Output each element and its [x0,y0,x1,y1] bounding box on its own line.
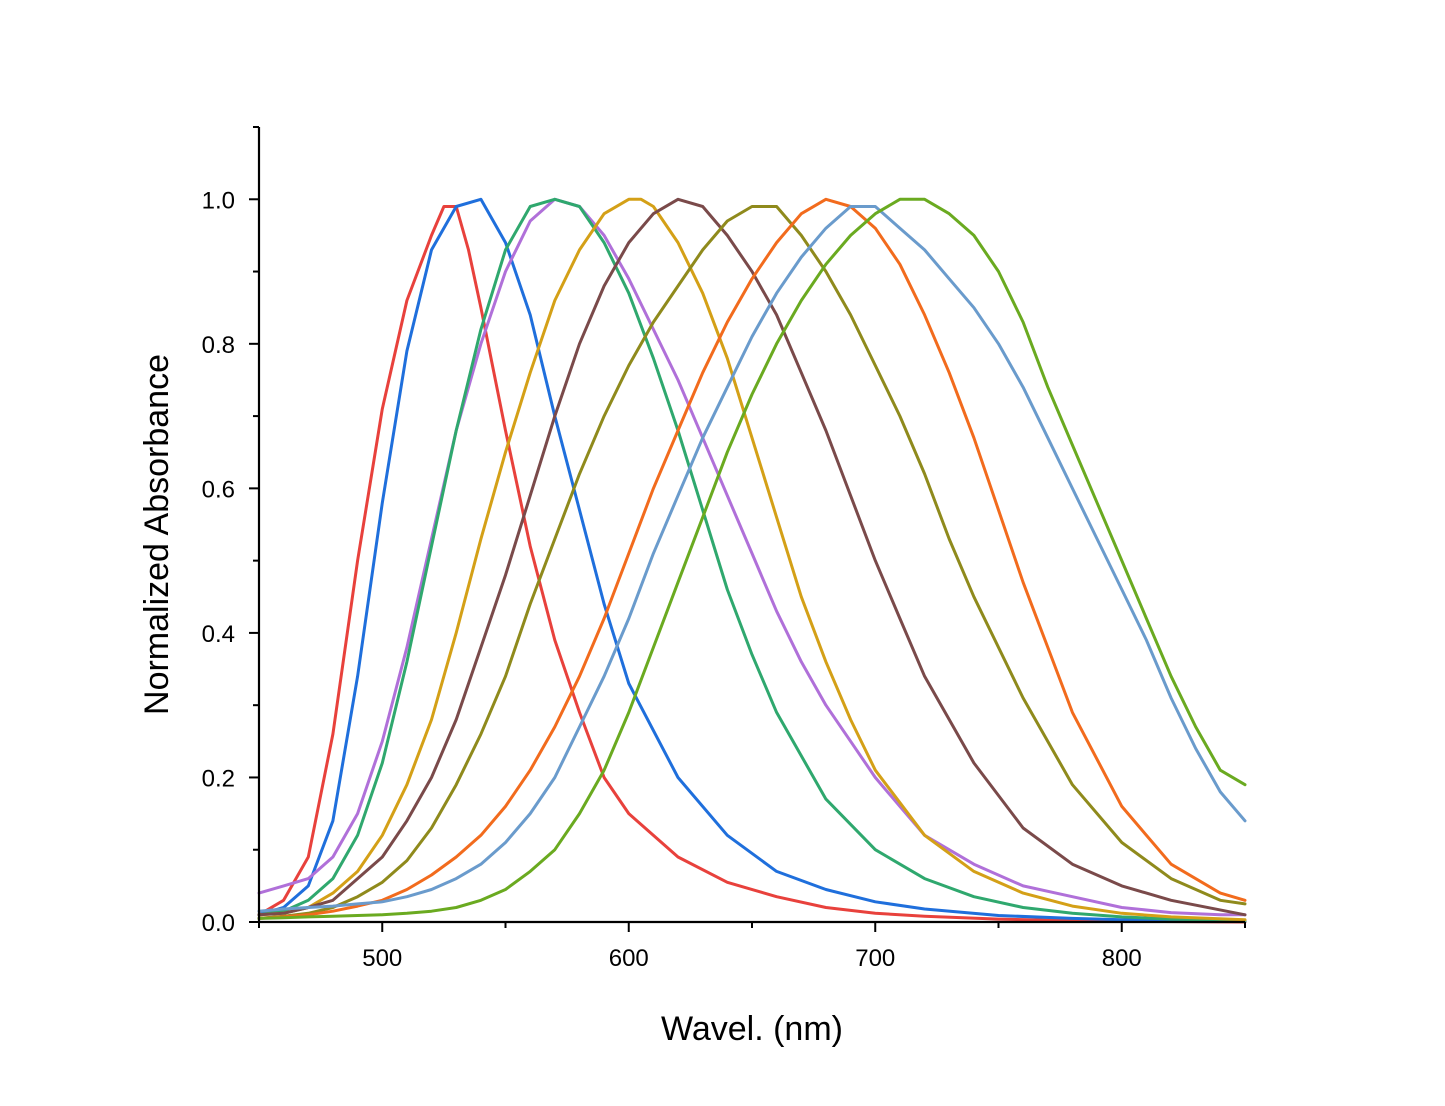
y-tick-label-0.0: 0.0 [202,910,235,937]
y-tick-label-0.8: 0.8 [202,332,235,359]
y-tick-label-0.4: 0.4 [202,621,235,648]
x-tick-label-500: 500 [362,945,402,972]
y-tick-label-0.6: 0.6 [202,476,235,503]
y-tick-label-0.2: 0.2 [202,765,235,792]
x-tick-label-700: 700 [855,945,895,972]
x-axis-title: Wavel. (nm) [661,1010,843,1048]
series-line-8 [257,197,1247,920]
series-line-4 [257,197,1247,923]
series-layer [257,197,1247,924]
ticks-layer: 500 600 700 800 0.0 0.2 0.4 0.6 0.8 1.0 [202,126,1246,972]
series-line-6 [257,197,1247,917]
y-axis-title: Normalized Absorbance [138,354,176,715]
series-line-9 [257,205,1247,913]
series-line-10 [257,197,1247,920]
series-line-7 [257,205,1247,920]
x-tick-label-600: 600 [609,945,649,972]
series-line-2 [257,197,1247,923]
x-tick-label-800: 800 [1102,945,1142,972]
series-line-3 [257,197,1247,917]
y-tick-label-1.0: 1.0 [202,187,235,214]
axes-layer [257,127,1245,924]
series-line-1 [257,205,1247,924]
series-line-5 [257,197,1247,922]
